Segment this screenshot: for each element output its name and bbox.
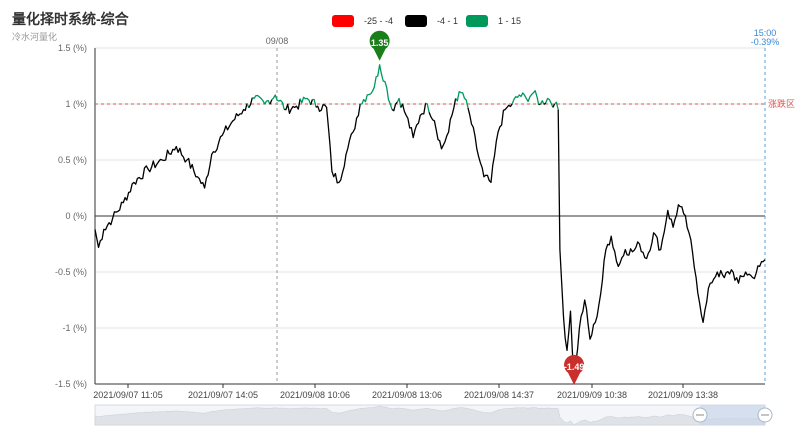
series-segment xyxy=(315,103,361,184)
y-tick-label: 1 (%) xyxy=(65,99,87,109)
x-tick-label: 2021/09/08 13:06 xyxy=(372,390,442,400)
series-segment xyxy=(299,96,312,106)
end-time-label: 15:00 xyxy=(754,28,777,38)
x-axis-labels: 2021/09/07 11:05 2021/09/07 14:05 2021/09/… xyxy=(93,384,718,400)
series-segment xyxy=(538,103,541,106)
y-tick-label: 0 (%) xyxy=(65,211,87,221)
series-segment xyxy=(252,94,271,105)
series-segment xyxy=(248,97,253,109)
legend-item-high[interactable]: 1 - 15 xyxy=(466,15,521,27)
series-segment xyxy=(312,98,317,108)
series-segment xyxy=(269,99,273,105)
legend-label-mid: -4 - 1 xyxy=(437,16,459,26)
series-segment xyxy=(428,98,457,150)
chart-title: 量化择时系统-综合 xyxy=(12,11,129,27)
y-tick-label: 1.5 (%) xyxy=(58,43,87,53)
day-separator-label: 09/08 xyxy=(266,36,289,46)
y-tick-label: -1.5 (%) xyxy=(55,379,87,389)
series-segment xyxy=(425,102,430,113)
x-tick-label: 2021/09/08 10:06 xyxy=(280,390,350,400)
series-segment xyxy=(543,102,547,105)
series-segment xyxy=(455,90,469,108)
series-segment xyxy=(310,99,314,105)
datazoom-selected-range[interactable] xyxy=(700,405,765,425)
series-segment xyxy=(94,103,248,249)
y-tick-label: -0.5 (%) xyxy=(55,267,87,277)
x-tick-label: 2021/09/07 14:05 xyxy=(188,390,258,400)
threshold-label: 涨跌区 xyxy=(768,99,795,109)
x-tick-label: 2021/09/09 10:38 xyxy=(557,390,627,400)
y-tick-label: 0.5 (%) xyxy=(58,155,87,165)
y-tick-label: -1 (%) xyxy=(63,323,88,333)
series-segment xyxy=(284,98,301,115)
series-segment xyxy=(391,101,398,112)
series-segment xyxy=(400,102,427,139)
series-segment xyxy=(545,97,554,108)
series-segment xyxy=(557,109,766,384)
series-segment xyxy=(396,97,402,108)
legend-swatch-high xyxy=(466,15,488,27)
datazoom-preview xyxy=(94,405,766,426)
max-pin-label: 1.35 xyxy=(371,38,389,48)
series-line xyxy=(94,64,766,384)
series-segment xyxy=(554,101,559,110)
min-pin-label: -1.49 xyxy=(564,362,585,372)
series-segment xyxy=(511,90,540,105)
end-value-label: -0.39% xyxy=(751,37,780,47)
series-segment xyxy=(552,103,556,108)
y-axis-labels: 1.5 (%) 1 (%) 0.5 (%) 0 (%) -0.5 (%) -1 (%) -1… xyxy=(55,43,87,389)
legend-swatch-mid xyxy=(405,15,427,27)
x-tick-label: 2021/09/09 13:38 xyxy=(648,390,718,400)
legend-item-mid[interactable]: -4 - 1 xyxy=(405,15,458,27)
legend-item-low[interactable]: -25 - -4 xyxy=(332,15,393,27)
max-point-marker[interactable]: 1.35 xyxy=(369,30,390,61)
max-pin-shape xyxy=(369,30,390,61)
x-tick-label: 2021/09/08 14:37 xyxy=(464,390,534,400)
legend-label-high: 1 - 15 xyxy=(498,16,522,26)
datazoom-slider[interactable] xyxy=(94,404,773,426)
x-tick-label: 2021/09/07 11:05 xyxy=(93,390,162,400)
series-segment xyxy=(467,103,513,184)
legend-swatch-low xyxy=(332,15,354,27)
legend: -25 - -4 -4 - 1 1 - 15 xyxy=(0,15,809,31)
series-segment xyxy=(539,100,545,105)
min-pin-shape xyxy=(564,354,585,385)
chart-subtitle: 冷水河量化 xyxy=(12,32,58,42)
series-segment xyxy=(271,94,285,110)
series-segment xyxy=(360,64,393,110)
legend-label-low: -25 - -4 xyxy=(364,16,394,26)
min-point-marker[interactable]: -1.49 xyxy=(564,354,585,385)
